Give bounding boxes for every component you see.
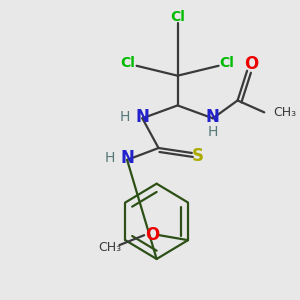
Text: CH₃: CH₃ — [98, 241, 122, 254]
Text: N: N — [206, 108, 220, 126]
Text: CH₃: CH₃ — [273, 106, 296, 119]
Text: Cl: Cl — [170, 10, 185, 24]
Text: H: H — [120, 110, 130, 124]
Text: Cl: Cl — [121, 56, 136, 70]
Text: S: S — [192, 147, 204, 165]
Text: N: N — [135, 108, 149, 126]
Text: H: H — [105, 151, 115, 165]
Text: H: H — [208, 125, 218, 139]
Text: O: O — [145, 226, 159, 244]
Text: Cl: Cl — [220, 56, 235, 70]
Text: N: N — [120, 149, 134, 167]
Text: O: O — [244, 55, 258, 73]
